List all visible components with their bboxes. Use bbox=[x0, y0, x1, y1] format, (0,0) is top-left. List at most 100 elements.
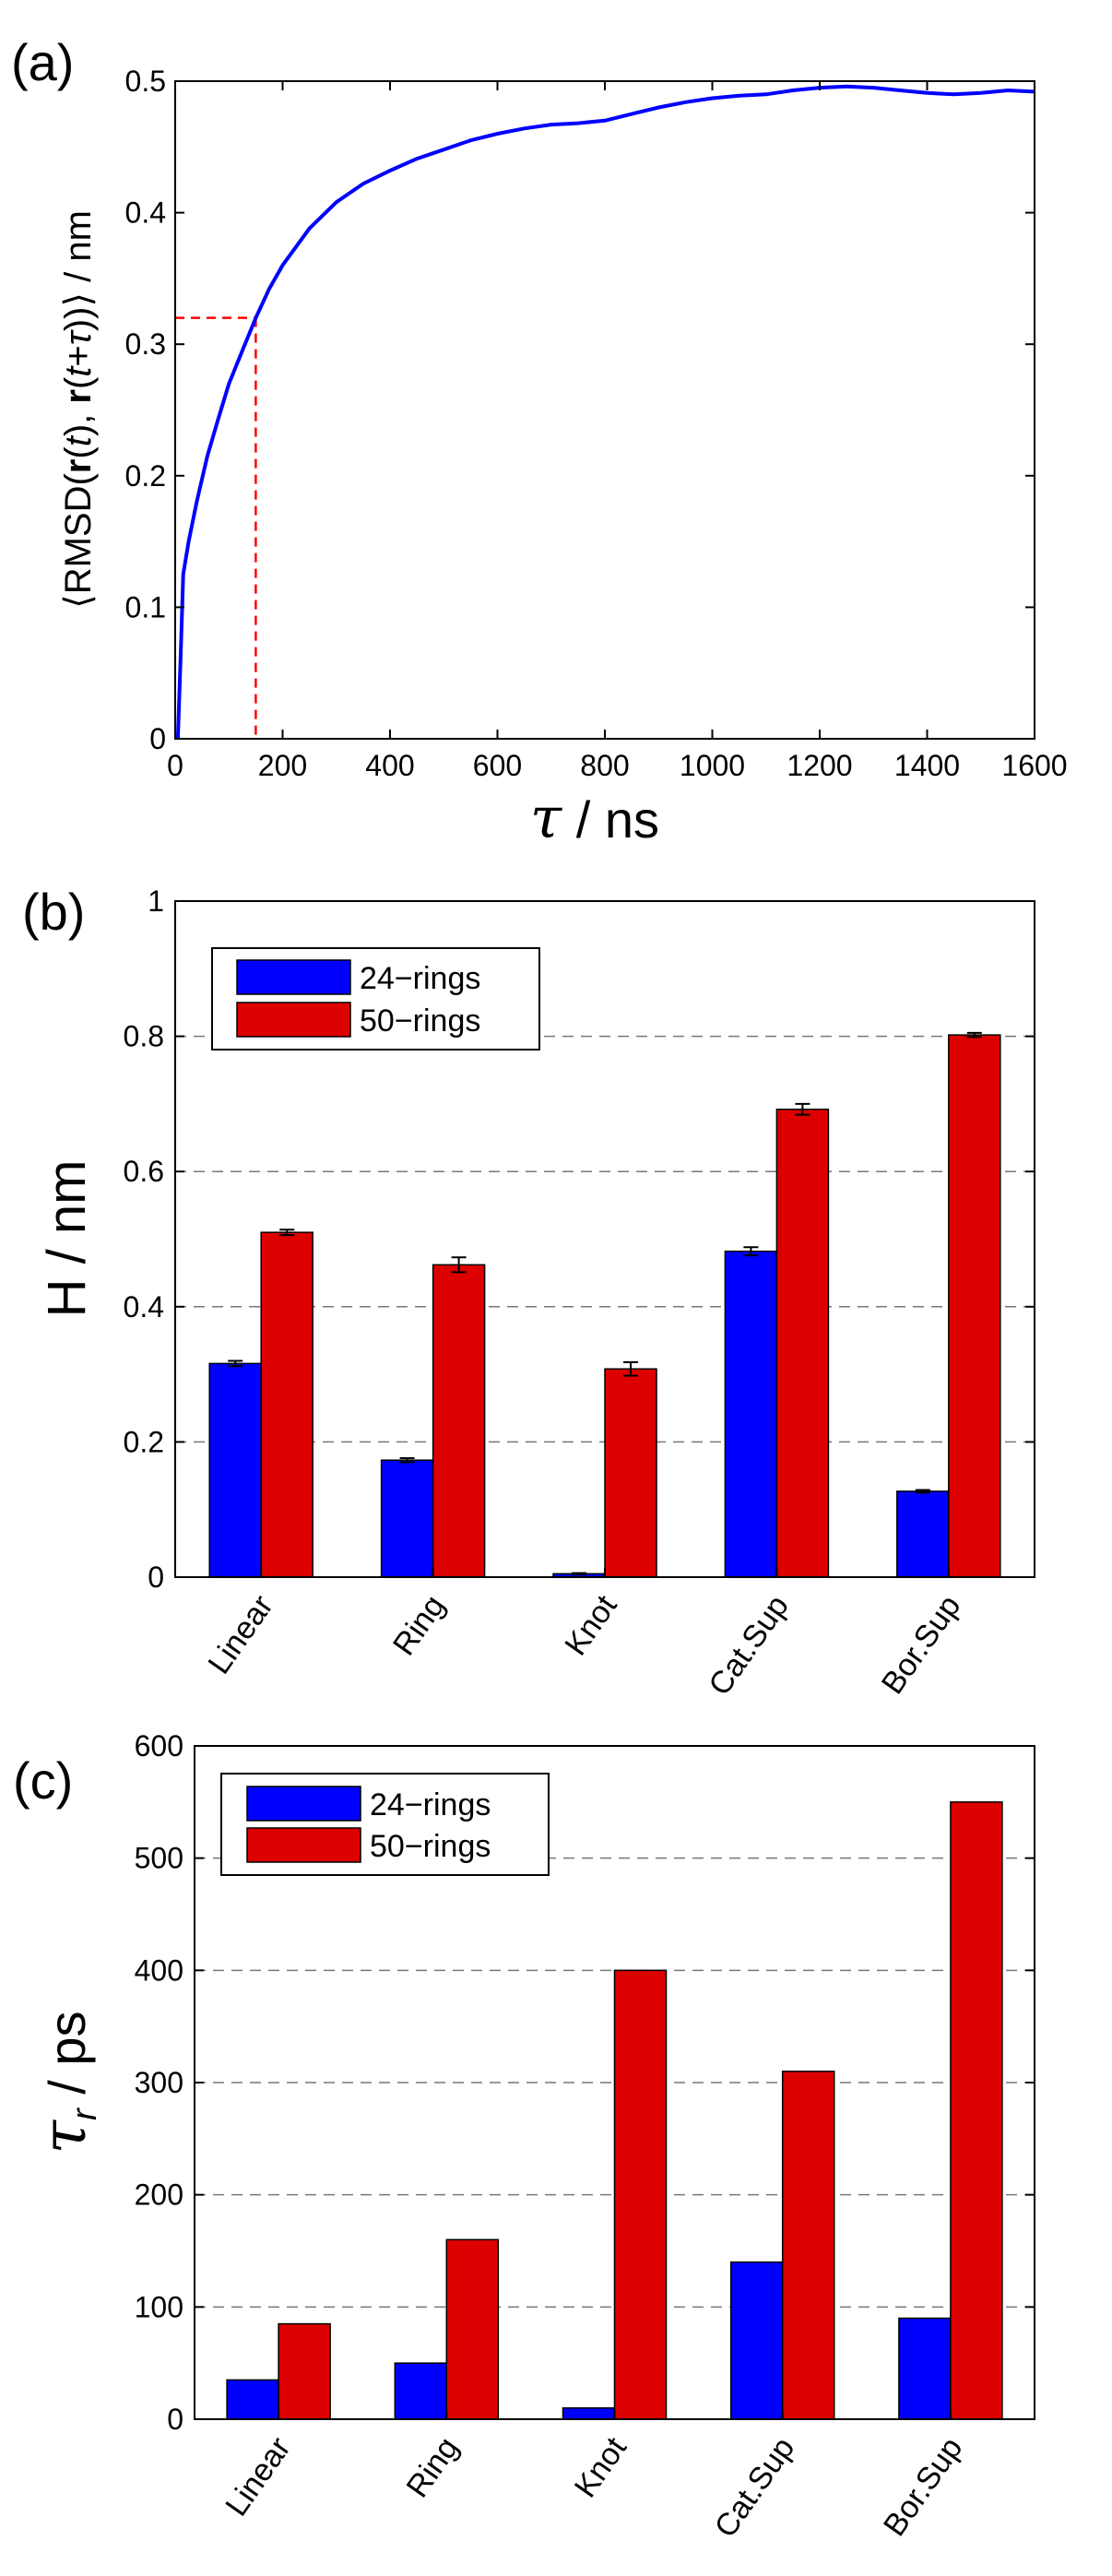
panel-a-y-axis-label: ⟨RMSD(r(t), r(t+τ))⟩ / nm bbox=[58, 210, 99, 609]
b-ytick-label-2: 0.4 bbox=[124, 1290, 164, 1324]
b-category-label-1: Ring bbox=[386, 1589, 452, 1662]
b-errorbar-50-0 bbox=[279, 1229, 295, 1237]
panel-a-ytick-label-2: 0.2 bbox=[125, 459, 166, 493]
b-errorbar-24-3 bbox=[743, 1246, 759, 1257]
panel-b-category-labels: Linear Ring Knot Cat.Sup Bor.Sup bbox=[201, 1568, 967, 1702]
b-ytick-label-5: 1 bbox=[148, 884, 164, 918]
b-errorbar-50-2 bbox=[623, 1360, 638, 1377]
panel-c-y-ticks: 0 100 200 300 400 500 600 bbox=[135, 1729, 1035, 2436]
b-category-label-3: Cat.Sup bbox=[702, 1589, 796, 1702]
c-ytick-label-2: 200 bbox=[135, 2178, 183, 2212]
c-category-label-2: Knot bbox=[568, 2430, 634, 2504]
panel-b-legend-swatch-50 bbox=[236, 1002, 351, 1038]
panel-a-y-ticks: 0 0.1 0.2 0.3 0.4 0.5 bbox=[125, 65, 1035, 755]
panel-a-x-ticks: 0 200 400 600 800 1000 1200 1400 1600 bbox=[167, 81, 1068, 782]
panel-a-marks bbox=[177, 86, 1035, 740]
b-ytick-label-0: 0 bbox=[148, 1561, 164, 1594]
c-ytick-label-1: 100 bbox=[135, 2290, 183, 2323]
panel-c-legend-label-24: 24−rings bbox=[370, 1787, 491, 1822]
panel-a-x-axis-label: τ / ns bbox=[530, 784, 659, 851]
c-bar-24-cat-sup bbox=[729, 2261, 784, 2420]
panel-c-legend-label-50: 50−rings bbox=[370, 1829, 491, 1864]
c-bar-50-knot bbox=[613, 1969, 668, 2420]
b-bar-50-knot bbox=[604, 1368, 657, 1578]
b-bar-24-bor-sup bbox=[896, 1490, 950, 1578]
xlabel-unit: / ns bbox=[562, 790, 659, 849]
panel-c-legend-swatch-50 bbox=[246, 1827, 361, 1863]
panel-a-xtick-label-5: 1000 bbox=[680, 749, 745, 782]
c-ylabel-sub: r bbox=[65, 2107, 104, 2120]
b-category-label-4: Bor.Sup bbox=[875, 1589, 968, 1701]
panel-c-legend-swatch-24 bbox=[246, 1786, 361, 1822]
b-bar-24-linear bbox=[208, 1362, 262, 1578]
panel-b-y-ticks: 0 0.2 0.4 0.6 0.8 1 bbox=[124, 884, 1035, 1594]
b-bar-24-cat-sup bbox=[724, 1250, 778, 1578]
ylabel-part-1: r bbox=[58, 459, 99, 474]
b-bar-50-cat-sup bbox=[775, 1109, 830, 1578]
b-errorbar-24-1 bbox=[399, 1456, 415, 1464]
c-ytick-label-3: 300 bbox=[135, 2066, 183, 2099]
panel-c-bars bbox=[226, 1801, 1003, 2420]
panel-c-category-labels: Linear Ring Knot Cat.Sup Bor.Sup bbox=[219, 2410, 969, 2544]
b-errorbar-50-3 bbox=[795, 1102, 810, 1116]
xlabel-tau: τ bbox=[530, 784, 563, 851]
panel-a-xtick-label-0: 0 bbox=[167, 749, 183, 782]
panel-b: (b) 0 0.2 0.4 0.6 0.8 1 Linear Ring Knot Cat.Sup… bbox=[22, 883, 1035, 1702]
panel-a-series-line bbox=[175, 84, 1035, 740]
b-ytick-label-1: 0.2 bbox=[124, 1425, 164, 1458]
b-errorbar-50-1 bbox=[451, 1256, 467, 1274]
panel-a: (a) 0 0.1 0.2 0.3 0.4 0.5 0 200 400 600 800 1000 12… bbox=[11, 33, 1068, 851]
panel-b-y-axis-label: H / nm bbox=[37, 1160, 97, 1318]
ylabel-part-8: + bbox=[58, 345, 99, 366]
panel-a-ytick-label-1: 0.1 bbox=[125, 590, 166, 623]
c-bar-24-ring bbox=[394, 2362, 448, 2420]
panel-a-axes-box bbox=[174, 80, 1035, 740]
c-bar-50-bor-sup bbox=[950, 1801, 1003, 2420]
panel-a-ytick-label-0: 0 bbox=[149, 722, 166, 755]
b-bar-24-ring bbox=[380, 1459, 434, 1578]
c-bar-24-linear bbox=[226, 2379, 279, 2420]
panel-b-label: (b) bbox=[22, 883, 85, 941]
panel-a-xtick-label-2: 400 bbox=[365, 749, 414, 782]
panel-a-ytick-label-3: 0.3 bbox=[125, 327, 166, 361]
c-bar-50-ring bbox=[445, 2238, 500, 2420]
b-ytick-label-3: 0.6 bbox=[124, 1155, 164, 1188]
panel-a-xtick-label-3: 600 bbox=[473, 749, 522, 782]
b-errorbar-24-2 bbox=[572, 1572, 586, 1576]
c-ylabel-tau: τ bbox=[29, 2119, 100, 2155]
ylabel-part-3: t bbox=[58, 434, 99, 446]
c-category-label-4: Bor.Sup bbox=[877, 2431, 970, 2543]
c-ytick-label-0: 0 bbox=[167, 2403, 183, 2436]
b-ytick-label-4: 0.8 bbox=[124, 1020, 164, 1053]
panel-c-legend: 24−rings 50−rings bbox=[220, 1773, 550, 1876]
ylabel-part-9: τ bbox=[58, 328, 99, 345]
ylabel-part-2: ( bbox=[58, 446, 99, 459]
panel-c-label: (c) bbox=[13, 1751, 73, 1810]
panel-a-xtick-label-6: 1200 bbox=[787, 749, 852, 782]
c-bar-24-knot bbox=[562, 2407, 616, 2420]
b-category-label-2: Knot bbox=[558, 1588, 624, 1662]
ylabel-part-10: ))⟩ / nm bbox=[58, 210, 99, 331]
ylabel-part-0: ⟨RMSD( bbox=[58, 473, 99, 609]
panel-a-xtick-label-4: 800 bbox=[580, 749, 629, 782]
b-errorbar-24-0 bbox=[228, 1359, 243, 1368]
c-ytick-label-5: 500 bbox=[135, 1842, 183, 1875]
panel-c-y-axis-label: τr / ps bbox=[29, 2012, 104, 2155]
ylabel-part-6: ( bbox=[58, 376, 99, 389]
ylabel-part-4: ), bbox=[58, 404, 99, 437]
c-ytick-label-6: 600 bbox=[135, 1729, 183, 1763]
b-category-label-0: Linear bbox=[201, 1589, 279, 1680]
panel-b-bars bbox=[208, 1031, 1001, 1578]
panel-b-legend-swatch-24 bbox=[236, 959, 351, 995]
c-ytick-label-4: 400 bbox=[135, 1953, 183, 1987]
panel-b-legend: 24−rings 50−rings bbox=[211, 947, 540, 1051]
c-bar-24-bor-sup bbox=[898, 2317, 952, 2420]
c-ylabel-unit: / ps bbox=[38, 2012, 96, 2109]
c-category-label-0: Linear bbox=[219, 2431, 297, 2523]
panel-a-xtick-label-8: 1600 bbox=[1001, 749, 1067, 782]
panel-a-ytick-label-4: 0.4 bbox=[125, 196, 166, 230]
c-category-label-3: Cat.Sup bbox=[708, 2431, 802, 2544]
b-bar-50-bor-sup bbox=[948, 1034, 1001, 1578]
b-bar-50-ring bbox=[432, 1264, 486, 1578]
